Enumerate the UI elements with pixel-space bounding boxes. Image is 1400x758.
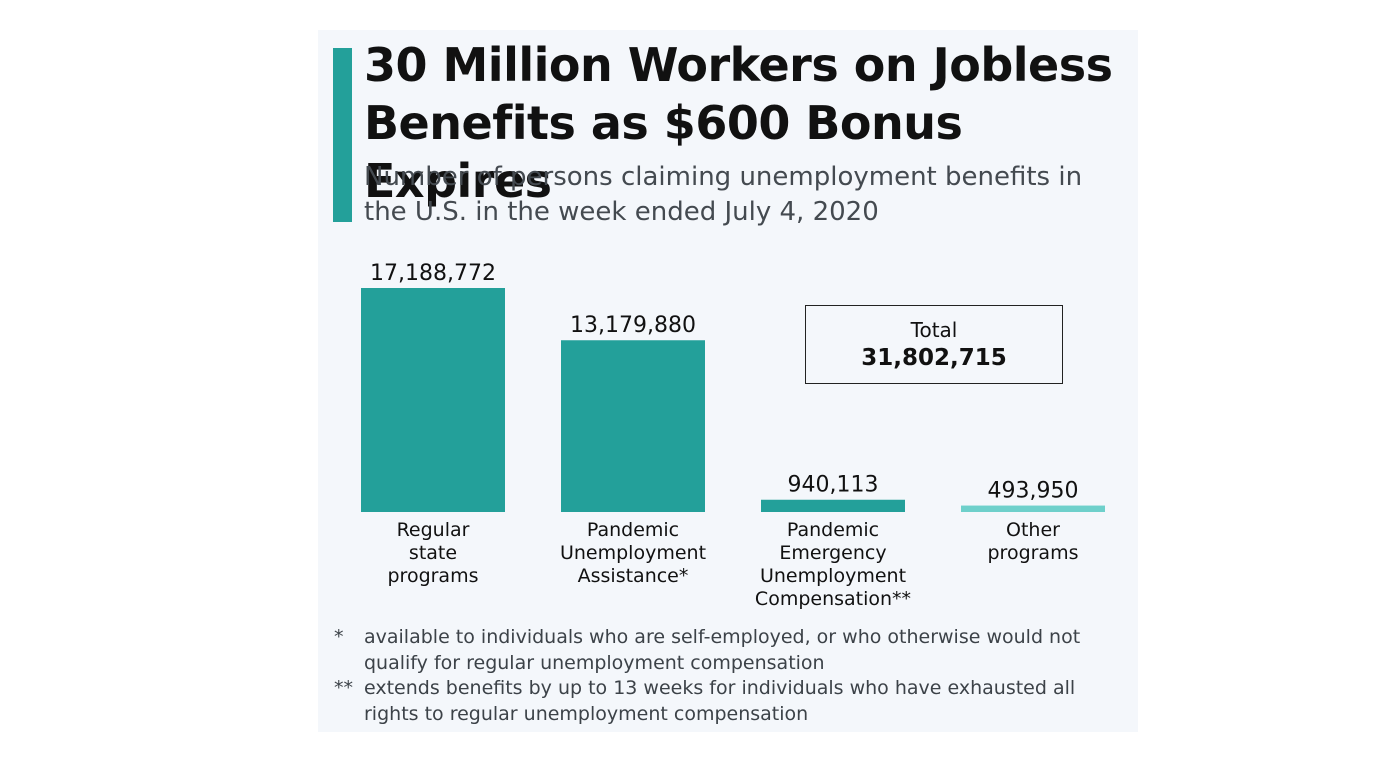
footnotes: * available to individuals who are self-…	[334, 625, 1124, 727]
bar-value-label-4: 493,950	[988, 479, 1079, 504]
chart-subtitle: Number of persons claiming unemployment …	[364, 162, 1083, 227]
category-label-3: Pandemic Emergency Unemployment Compensatio…	[755, 519, 911, 610]
category-label-2-line-3: Assistance*	[578, 565, 689, 587]
chart-title: 30 Million Workers on Jobless Benefits a…	[364, 38, 1113, 208]
bar-2	[561, 340, 705, 512]
category-label-1: Regular state programs	[387, 519, 478, 587]
category-label-1-line-1: Regular	[397, 519, 470, 541]
bar-value-label-1: 17,188,772	[370, 261, 496, 286]
chart-card: 30 Million Workers on Jobless Benefits a…	[318, 30, 1138, 732]
bar-value-label-3: 940,113	[788, 473, 879, 498]
bar-4	[961, 505, 1105, 512]
bar-3	[761, 499, 905, 512]
category-label-3-line-2: Emergency	[779, 542, 886, 564]
total-box: Total 31,802,715	[805, 305, 1063, 384]
footnote-1-mark: *	[334, 626, 344, 648]
category-label-4-line-1: Other	[1006, 519, 1060, 541]
category-label-2: Pandemic Unemployment Assistance*	[560, 519, 706, 587]
footnote-1-text: available to individuals who are self-em…	[364, 626, 1081, 674]
category-label-4: Other programs	[987, 519, 1078, 564]
bar-value-label-2: 13,179,880	[570, 313, 696, 338]
category-label-2-line-1: Pandemic	[587, 519, 679, 541]
total-label: Total	[910, 318, 958, 342]
category-label-3-line-3: Unemployment	[760, 565, 906, 587]
footnote-1: * available to individuals who are self-…	[334, 625, 1124, 676]
footnote-2-mark: **	[334, 677, 353, 699]
footnote-2: ** extends benefits by up to 13 weeks fo…	[334, 676, 1124, 727]
footnote-2-text: extends benefits by up to 13 weeks for i…	[364, 677, 1076, 725]
category-label-2-line-2: Unemployment	[560, 542, 706, 564]
total-value: 31,802,715	[861, 345, 1007, 371]
title-accent-bar	[333, 48, 352, 222]
category-label-1-line-2: state	[409, 542, 457, 564]
category-label-1-line-3: programs	[387, 565, 478, 587]
bar-1	[361, 288, 505, 512]
category-label-3-line-1: Pandemic	[787, 519, 879, 541]
category-label-4-line-2: programs	[987, 542, 1078, 564]
category-label-3-line-4: Compensation**	[755, 588, 911, 610]
